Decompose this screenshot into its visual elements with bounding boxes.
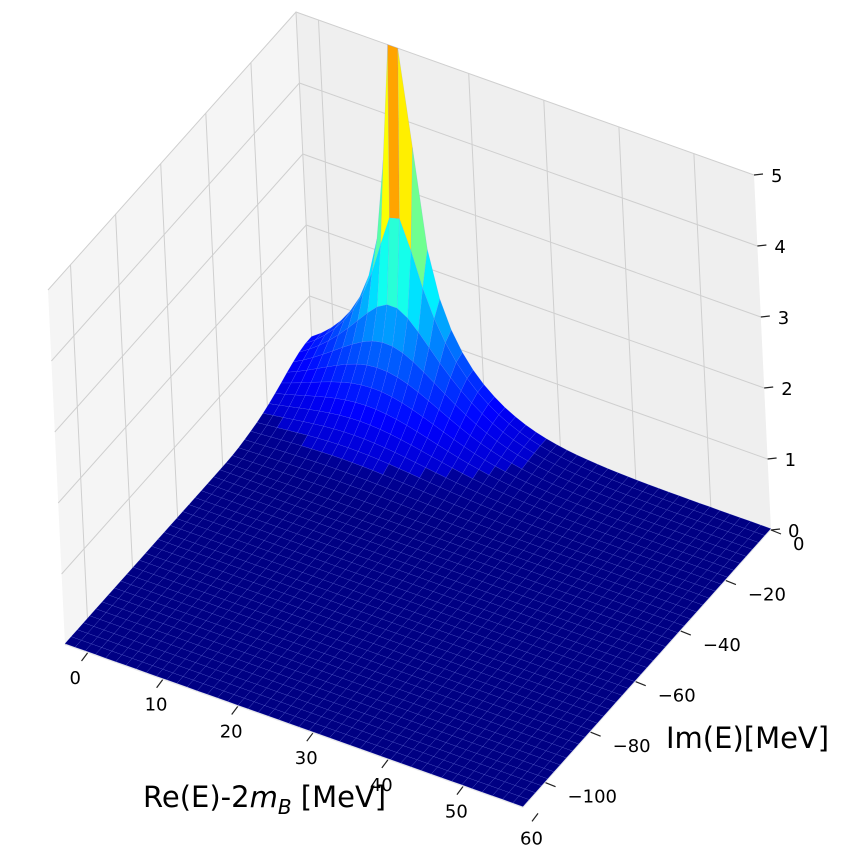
surface-patch <box>723 559 741 571</box>
surface-patch <box>704 580 722 592</box>
surface-patch <box>518 788 536 800</box>
surface-patch <box>574 726 592 738</box>
surface-patch <box>735 545 753 557</box>
surface-patch <box>549 754 567 766</box>
x-tick-mark <box>231 706 239 715</box>
x-tick-mark <box>156 679 164 689</box>
surface-patch <box>387 44 400 219</box>
z-tick-mark <box>760 315 770 318</box>
y-tick-label: −40 <box>703 635 741 656</box>
surface-patch <box>537 767 555 780</box>
x-tick-mark <box>381 759 389 769</box>
z-tick-mark <box>757 244 767 247</box>
surface-patch <box>748 531 766 543</box>
y-tick-label: 0 <box>793 534 804 555</box>
y-tick-mark <box>725 579 737 586</box>
surface-patch <box>531 774 549 786</box>
surface-patch <box>568 733 586 745</box>
surface-patch <box>661 628 679 641</box>
surface-patch <box>717 566 735 578</box>
x-tick-label: 0 <box>70 668 81 689</box>
surface-patch <box>686 601 704 613</box>
surface-patch <box>611 684 629 696</box>
y-tick-mark <box>545 782 556 788</box>
z-tick-mark <box>764 386 774 389</box>
surface-patch <box>741 538 759 550</box>
z-tick-label: 1 <box>785 450 796 471</box>
z-tick-label: 4 <box>774 237 785 258</box>
z-tick-label: 0 <box>788 521 799 542</box>
surface-patch <box>655 635 673 647</box>
x-tick-mark <box>456 786 464 795</box>
surface-patch <box>617 677 635 689</box>
surface-patch <box>580 719 598 731</box>
x-tick-mark <box>531 812 539 822</box>
surface-patch <box>673 615 691 627</box>
z-tick-label: 2 <box>781 379 792 400</box>
surface-patch <box>593 705 611 717</box>
surface-patch <box>667 622 685 634</box>
z-tick-label: 5 <box>771 166 782 187</box>
left-pane <box>48 12 313 645</box>
surface-patch <box>512 795 530 807</box>
surface-patch <box>636 656 654 668</box>
surface-patch <box>698 587 716 599</box>
surface-patch <box>642 649 660 661</box>
y-tick-mark <box>635 681 646 687</box>
y-tick-mark <box>590 731 601 737</box>
x-tick-label: 60 <box>520 828 543 849</box>
surface-patch <box>692 594 710 606</box>
surface-patch <box>648 642 666 654</box>
surface-mesh <box>64 44 772 807</box>
surface-patch <box>605 691 623 703</box>
y-tick-mark <box>680 630 692 636</box>
z-tick-mark <box>770 528 781 531</box>
x-tick-label: 40 <box>370 775 393 796</box>
x-tick-mark <box>81 652 89 662</box>
x-tick-label: 50 <box>445 802 468 823</box>
surface-patch <box>624 670 642 682</box>
x-tick-mark <box>306 732 314 742</box>
z-tick-mark <box>753 173 764 176</box>
y-tick-label: −80 <box>613 736 651 757</box>
z-tick-mark <box>767 457 777 460</box>
surface-patch <box>562 740 580 752</box>
x-axis-label: Re(E)-2mB [MeV] <box>143 780 386 819</box>
surface-patch <box>679 608 697 620</box>
surface-patch <box>524 781 542 793</box>
x-tick-label: 10 <box>145 695 168 716</box>
y-tick-label: −60 <box>658 686 696 707</box>
surface-patch <box>729 552 747 564</box>
surface-patch <box>754 524 772 536</box>
surface-patch <box>630 663 648 675</box>
x-tick-label: 30 <box>295 748 318 769</box>
y-axis-label: Im(E)[MeV] <box>666 721 829 755</box>
y-tick-label: −100 <box>568 787 617 808</box>
surface-patch <box>599 698 617 710</box>
x-tick-label: 20 <box>220 721 243 742</box>
y-tick-mark <box>770 529 782 535</box>
surface-patch <box>555 747 573 759</box>
z-tick-label: 3 <box>778 308 789 329</box>
surface-patch <box>710 573 728 585</box>
y-tick-label: −20 <box>748 585 786 606</box>
surface-patch <box>586 712 604 724</box>
surface-patch <box>543 761 561 773</box>
